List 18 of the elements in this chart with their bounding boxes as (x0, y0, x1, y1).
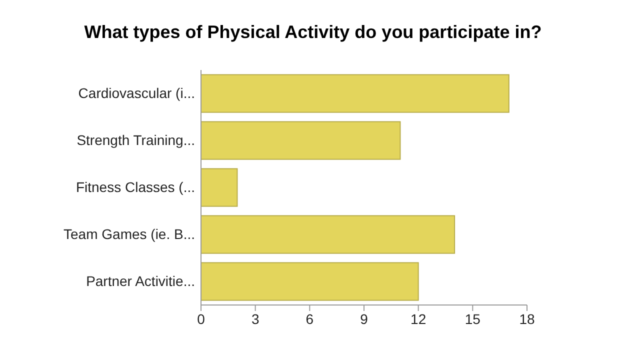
y-tick-label: Team Games (ie. B... (64, 226, 195, 242)
x-tick-label: 3 (251, 310, 260, 327)
chart-title: What types of Physical Activity do you participate in? (84, 22, 542, 42)
x-tick-label: 12 (410, 310, 426, 327)
y-tick-label: Cardiovascular (i... (78, 84, 195, 101)
bar (200, 121, 401, 160)
y-tick-label: Strength Training... (76, 132, 195, 148)
bar (200, 215, 456, 254)
bar (200, 168, 238, 207)
bar (200, 74, 510, 113)
x-tick-label: 18 (519, 310, 535, 327)
x-tick-label: 15 (464, 310, 481, 327)
y-tick-label: Partner Activitie... (86, 272, 195, 289)
x-tick-label: 6 (306, 310, 314, 327)
y-tick-label: Fitness Classes (... (76, 178, 195, 195)
x-tick-label: 9 (360, 310, 368, 327)
bar (200, 262, 419, 301)
x-tick-label: 0 (197, 310, 206, 327)
